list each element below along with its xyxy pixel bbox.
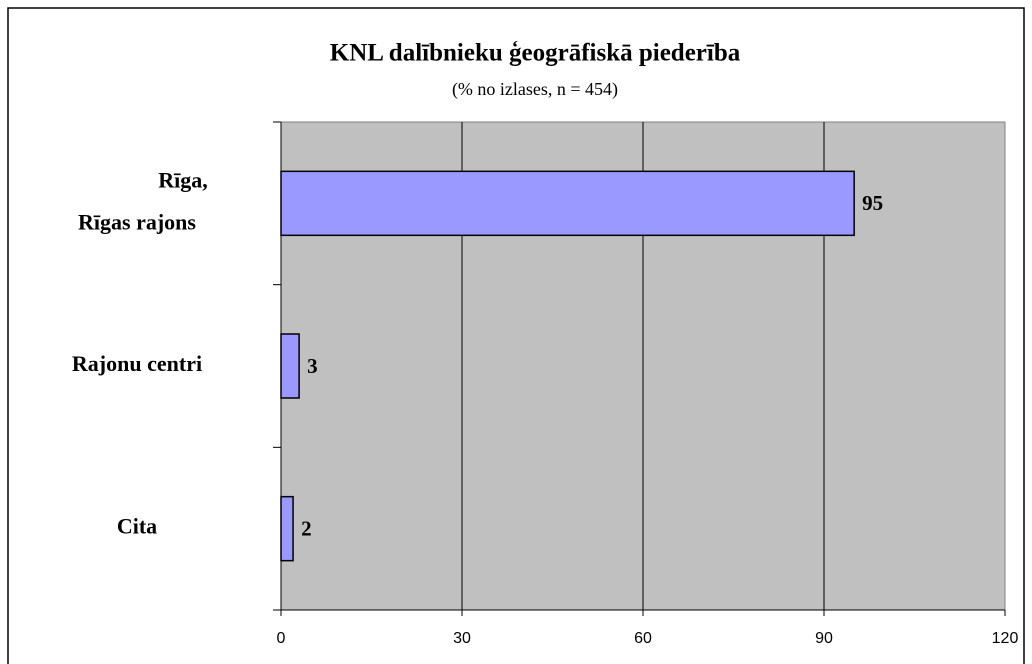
data-label: 3 — [307, 354, 318, 378]
x-tick-label: 120 — [992, 630, 1019, 647]
x-tick-label: 30 — [453, 630, 471, 647]
chart-title: KNL dalībnieku ģeogrāfiskā piederība — [330, 40, 741, 67]
x-tick-label: 90 — [815, 630, 833, 647]
x-tick-label: 60 — [634, 630, 652, 647]
bar — [280, 495, 294, 562]
chart-subtitle: (% no izlases, n = 454) — [452, 79, 618, 100]
y-tick-label: Rīga, Rīgas rajons — [78, 167, 208, 234]
data-label: 2 — [301, 516, 312, 540]
y-tick-label: Rajonu centri — [72, 351, 202, 376]
bar — [280, 170, 855, 237]
bar — [280, 333, 300, 399]
y-tick-label: Cita — [117, 514, 157, 539]
x-tick-label: 0 — [277, 630, 286, 647]
data-label: 95 — [862, 191, 883, 215]
